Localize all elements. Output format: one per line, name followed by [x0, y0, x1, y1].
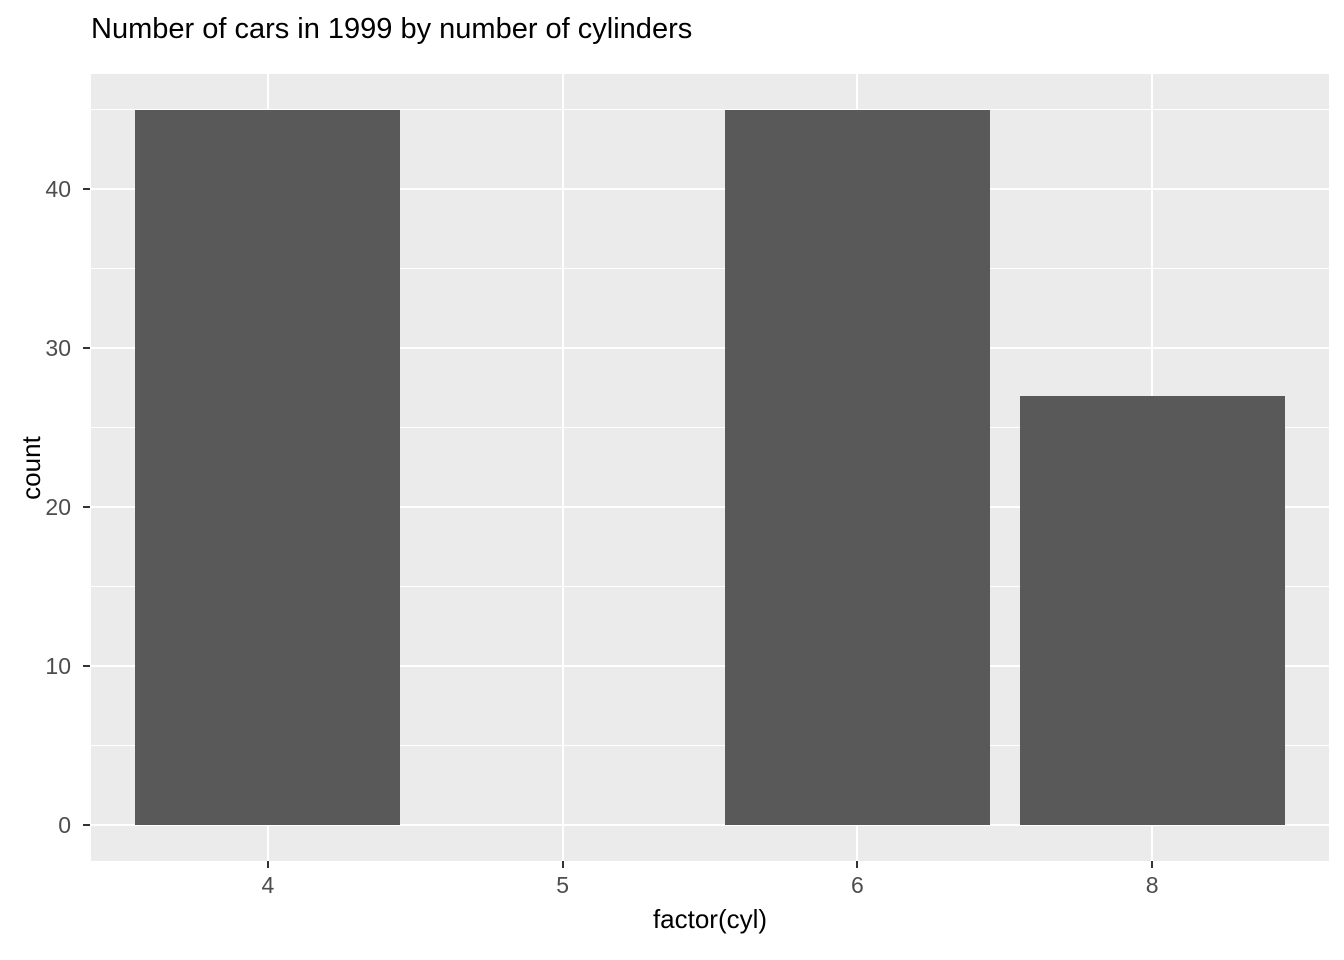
gridline-major-horizontal — [91, 824, 1329, 827]
gridline-minor-horizontal — [91, 745, 1329, 747]
x-tick-mark — [266, 861, 269, 868]
x-tick-mark — [561, 861, 564, 868]
gridline-major-horizontal — [91, 347, 1329, 350]
gridline-minor-horizontal — [91, 427, 1329, 429]
y-tick-label: 10 — [45, 653, 71, 680]
y-tick-label: 30 — [45, 335, 71, 362]
gridline-minor-horizontal — [91, 268, 1329, 270]
gridline-major-vertical — [561, 74, 564, 861]
x-tick-label: 8 — [1145, 872, 1159, 898]
gridline-major-horizontal — [91, 188, 1329, 191]
y-tick-mark — [83, 506, 90, 509]
x-tick-label: 4 — [261, 872, 275, 898]
gridline-minor-horizontal — [91, 109, 1329, 111]
y-tick-label: 0 — [58, 812, 71, 839]
x-tick-label: 6 — [850, 872, 864, 898]
x-tick-label: 5 — [556, 872, 569, 898]
x-tick-mark — [1151, 861, 1154, 868]
gridline-minor-horizontal — [91, 586, 1329, 588]
y-tick-mark — [83, 665, 90, 668]
y-tick-mark — [83, 188, 90, 191]
bar-cyl-8 — [1019, 395, 1285, 826]
x-axis-title: factor(cyl) — [652, 904, 768, 934]
x-tick-mark — [856, 861, 859, 868]
y-tick-mark — [83, 347, 90, 350]
plot-panel — [91, 74, 1329, 861]
y-tick-mark — [83, 824, 90, 827]
y-tick-label: 20 — [45, 494, 71, 521]
y-axis-title: count — [16, 435, 46, 500]
gridline-major-horizontal — [91, 665, 1329, 668]
bar-cyl-6 — [724, 109, 991, 826]
gridline-major-horizontal — [91, 506, 1329, 509]
y-tick-label: 40 — [45, 176, 71, 203]
chart-title: Number of cars in 1999 by number of cyli… — [91, 13, 693, 45]
bar-cyl-4 — [135, 109, 401, 826]
